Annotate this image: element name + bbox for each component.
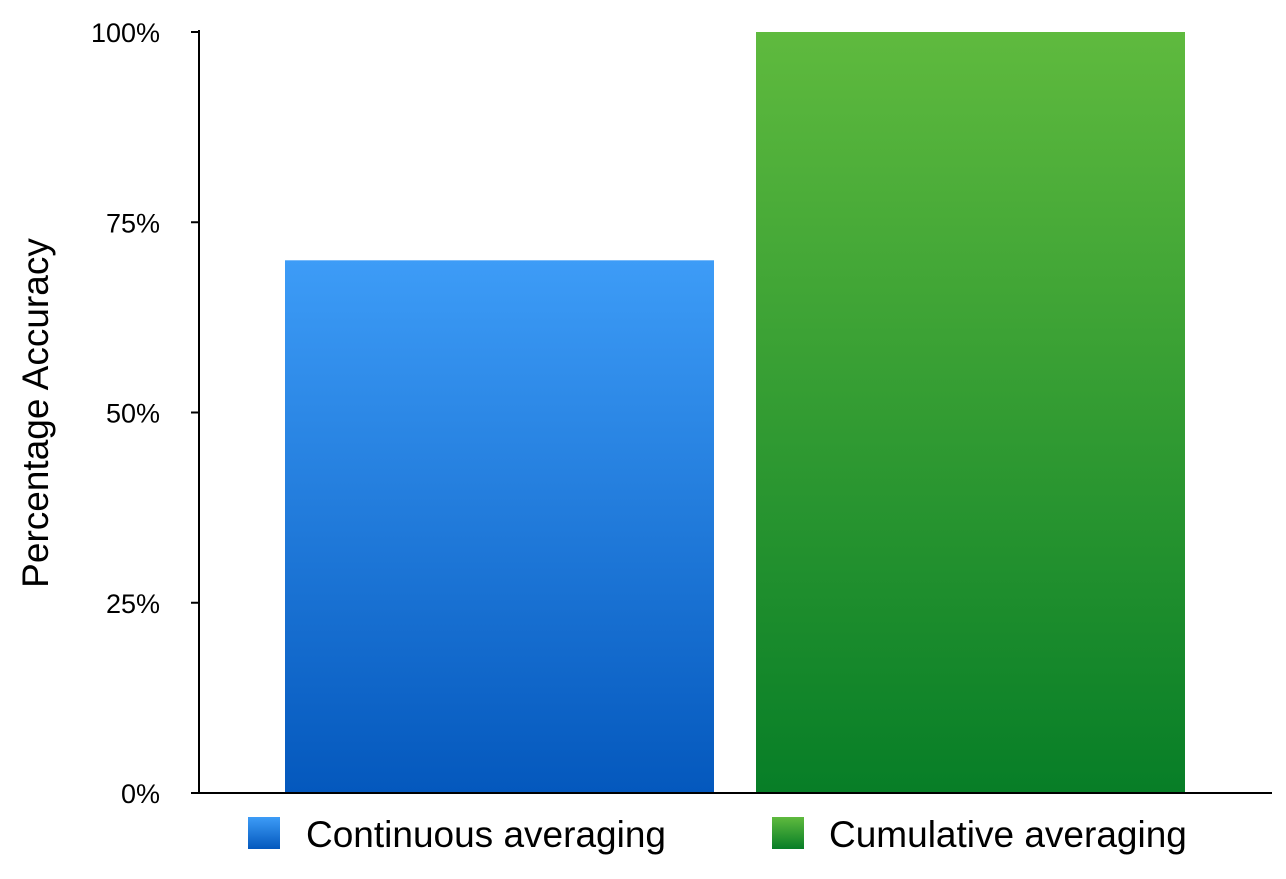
legend-swatch [772,817,804,849]
legend: Continuous averaging Cumulative averaging [248,814,1187,855]
legend-label: Continuous averaging [306,814,666,855]
legend-swatch [248,817,280,849]
bar-cumulative-averaging [756,32,1185,793]
bar-continuous-averaging [285,260,714,793]
y-axis-label: Percentage Accuracy [15,238,56,588]
y-ticks: 0% 25% 50% 75% 100% [91,18,199,809]
y-tick-label: 100% [91,18,160,48]
y-tick-label: 0% [121,779,160,809]
y-tick-label: 75% [106,208,160,238]
legend-label: Cumulative averaging [829,814,1187,855]
y-tick-label: 25% [106,589,160,619]
bars-layer [285,32,1185,793]
y-tick-label: 50% [106,399,160,429]
